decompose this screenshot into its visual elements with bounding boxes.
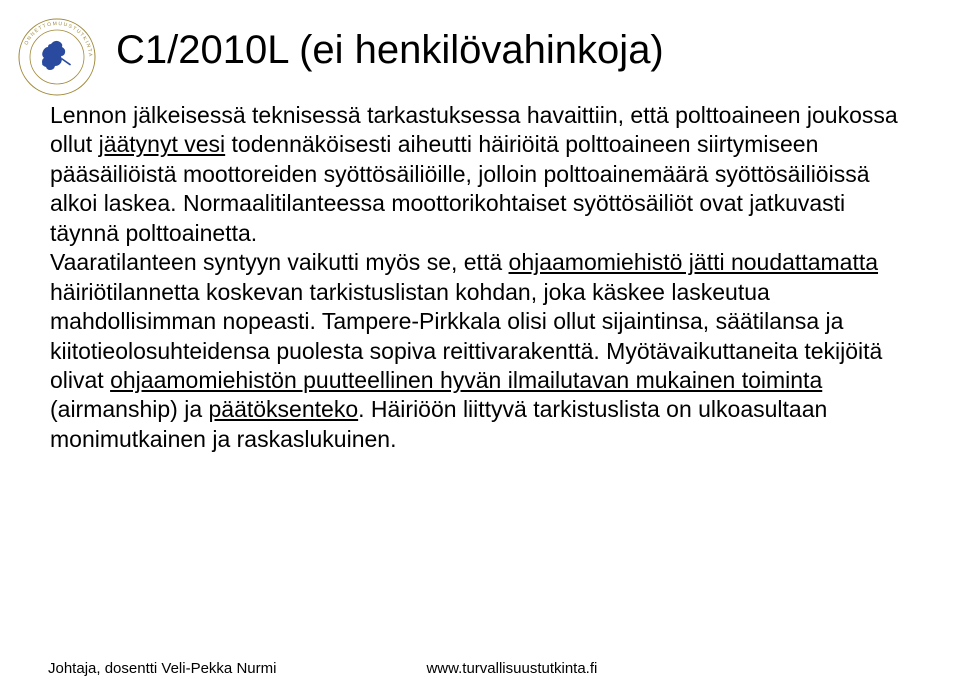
paragraph-2: Vaaratilanteen syntyyn vaikutti myös se,… bbox=[50, 248, 912, 454]
underlined-text: päätöksenteko bbox=[209, 396, 359, 422]
slide-title: C1/2010L (ei henkilövahinkoja) bbox=[116, 28, 912, 73]
slide-footer: Johtaja, dosentti Veli-Pekka Nurmi www.t… bbox=[48, 660, 912, 677]
underlined-text: jäätynyt vesi bbox=[99, 131, 226, 157]
footer-author: Johtaja, dosentti Veli-Pekka Nurmi bbox=[48, 660, 276, 677]
text-run: Vaaratilanteen syntyyn vaikutti myös se,… bbox=[50, 249, 509, 275]
underlined-text: ohjaamomiehistön puutteellinen hyvän ilm… bbox=[110, 367, 822, 393]
slide-body: Lennon jälkeisessä teknisessä tarkastuks… bbox=[50, 101, 912, 454]
paragraph-1: Lennon jälkeisessä teknisessä tarkastuks… bbox=[50, 101, 912, 248]
organization-logo: O N N E T T O M U U S T U T K I N T A K … bbox=[18, 18, 96, 96]
slide: O N N E T T O M U U S T U T K I N T A K … bbox=[0, 0, 960, 693]
text-run: (airmanship) ja bbox=[50, 396, 209, 422]
footer-url: www.turvallisuustutkinta.fi bbox=[426, 660, 597, 677]
underlined-text: ohjaamomiehistö jätti noudattamatta bbox=[509, 249, 879, 275]
